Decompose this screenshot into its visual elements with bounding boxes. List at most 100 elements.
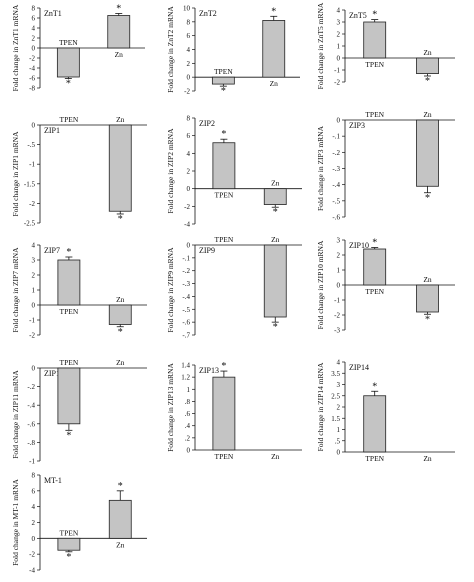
y-tick-label: 4 — [187, 150, 191, 158]
category-label-tpen: TPEN — [214, 67, 233, 76]
category-label-zn: Zn — [116, 540, 125, 549]
y-tick-label: 0 — [32, 365, 36, 373]
y-axis-label: Fold change in ZIP14 mRNA — [316, 362, 325, 451]
significance-star: * — [66, 552, 71, 563]
category-label-tpen: TPEN — [365, 60, 384, 69]
y-tick-label: -.2 — [182, 267, 190, 275]
significance-star: * — [425, 314, 430, 325]
significance-star: * — [66, 247, 71, 258]
y-tick-label: -.4 — [332, 181, 340, 189]
bar-tpen — [56, 47, 80, 78]
bar-zn — [108, 499, 132, 539]
chart-panel-znt5: -2 -1 0 1 2 3 4 Fold change in ZnT5 mRNA ZnT5 * TP… — [316, 2, 455, 89]
chart-panel-zip3: -.6 -.5 -.4 -.3 -.2 -.1 0 Fold change in ZIP3 m… — [316, 110, 455, 222]
y-tick-label: -.2 — [332, 149, 340, 157]
bar-zn — [107, 15, 131, 49]
significance-star: * — [116, 4, 121, 15]
y-tick-label: 4 — [32, 503, 36, 511]
chart-panel-mt-1: -4 -2 0 2 4 6 8 Fold change in MT-1 mRNA MT-1 * TP… — [11, 472, 147, 575]
bar-zn — [416, 284, 439, 313]
y-tick-label: -2 — [29, 332, 35, 340]
y-tick-label: 0 — [337, 117, 341, 125]
y-tick-label: 0 — [337, 55, 341, 63]
y-tick-label: 6 — [187, 32, 191, 40]
panel-title: ZIP11 — [44, 369, 64, 378]
category-label-zn: Zn — [270, 79, 279, 88]
y-tick-label: -2 — [29, 551, 35, 559]
y-tick-label: 0 — [187, 185, 191, 193]
y-tick-label: 1.5 — [331, 415, 340, 423]
bar-zn — [416, 57, 439, 74]
category-label-zn: Zn — [116, 115, 125, 124]
y-tick-label: -.6 — [332, 214, 340, 222]
chart-panel-zip11: -1 -.8 -.6 -.4 -.2 0 Fold change in ZIP11 mRNA… — [11, 358, 147, 466]
panel-title: ZnT1 — [44, 9, 62, 18]
y-tick-label: 8 — [187, 115, 191, 123]
bar-tpen — [363, 21, 387, 59]
category-label-zn: Zn — [116, 295, 125, 304]
y-tick-label: 0 — [337, 449, 341, 457]
y-axis-label: Fold change in ZIP11 mRNA — [11, 370, 20, 459]
bar-zn — [263, 244, 287, 318]
bar-tpen — [57, 367, 81, 425]
y-tick-label: -1.5 — [24, 180, 36, 188]
y-tick-label: 1 — [337, 43, 341, 51]
y-tick-label: 8 — [32, 472, 36, 480]
y-tick-label: -1 — [29, 161, 35, 169]
y-tick-label: 1 — [187, 386, 191, 394]
y-axis-label: Fold change in MT-1 mRNA — [11, 479, 20, 566]
y-tick-label: -4 — [29, 567, 35, 575]
y-tick-label: 10 — [183, 5, 191, 13]
category-label-tpen: TPEN — [365, 110, 384, 119]
bar-zn — [108, 124, 132, 212]
y-tick-label: -2 — [29, 55, 35, 63]
category-label-zn: Zn — [271, 179, 280, 188]
y-tick-label: -3 — [334, 327, 340, 335]
significance-star: * — [66, 430, 71, 441]
y-tick-label: -4 — [29, 65, 35, 73]
y-tick-label: 3 — [337, 381, 341, 389]
y-tick-label: 2 — [337, 404, 341, 412]
y-tick-label: -1 — [29, 317, 35, 325]
y-tick-label: 8 — [32, 5, 36, 13]
y-tick-label: -.4 — [182, 293, 190, 301]
category-label-zn: Zn — [423, 454, 432, 463]
bar-zn — [263, 188, 287, 205]
category-label-zn: Zn — [116, 358, 125, 367]
y-axis-label: Fold change in ZIP10 mRNA — [316, 240, 325, 329]
panel-title: ZIP9 — [199, 246, 215, 255]
category-label-tpen: TPEN — [215, 235, 234, 244]
significance-star: * — [221, 361, 226, 372]
chart-panel-zip10: -3 -2 -1 0 1 2 3 Fold change in ZIP10 mRNA ZIP10… — [316, 237, 455, 335]
y-tick-label: -.6 — [182, 319, 190, 327]
y-tick-label: 6 — [32, 15, 36, 23]
category-label-tpen: TPEN — [215, 452, 234, 461]
category-label-zn: Zn — [423, 48, 432, 57]
panel-title: ZIP14 — [349, 363, 369, 372]
y-axis-label: Fold change in ZIP9 mRNA — [166, 247, 175, 333]
y-tick-label: -6 — [29, 75, 35, 83]
y-tick-label: -.8 — [27, 439, 35, 447]
y-tick-label: .4 — [185, 422, 191, 430]
y-axis-label: Fold change in ZIP7 mRNA — [11, 247, 20, 333]
y-tick-label: 0 — [32, 535, 36, 543]
y-tick-label: 6 — [187, 132, 191, 140]
y-tick-label: 0 — [187, 242, 191, 250]
y-tick-label: .2 — [185, 434, 191, 442]
y-tick-label: 4 — [187, 46, 191, 54]
significance-star: * — [372, 381, 377, 392]
y-tick-label: 4 — [32, 242, 36, 250]
y-tick-label: 0 — [32, 122, 36, 130]
significance-star: * — [118, 327, 123, 338]
panel-title: ZIP10 — [349, 241, 369, 250]
y-tick-label: 1.4 — [181, 362, 190, 370]
y-axis-label: Fold change in ZnT2 mRNA — [166, 6, 175, 93]
significance-star: * — [221, 129, 226, 140]
bar-tpen — [363, 248, 387, 286]
significance-star: * — [273, 207, 278, 218]
y-tick-label: -4 — [184, 221, 190, 229]
y-axis-label: Fold change in ZIP2 mRNA — [166, 128, 175, 214]
chart-panel-zip13: 0 .2 .4 .6 .8 1 1.2 1.4 Fold change in ZIP13 mRN… — [166, 361, 302, 461]
chart-panel-zip2: -4 -2 0 2 4 6 8 Fold change in ZIP2 mRNA ZIP2 * TP… — [166, 115, 302, 229]
